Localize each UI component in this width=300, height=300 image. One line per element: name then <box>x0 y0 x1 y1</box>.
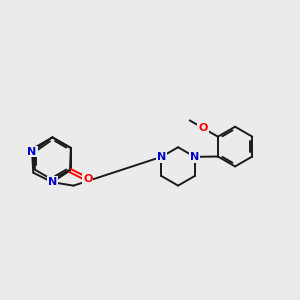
Text: N: N <box>27 146 37 157</box>
Text: N: N <box>190 152 199 162</box>
Text: N: N <box>48 177 57 187</box>
Text: N: N <box>157 152 166 162</box>
Text: O: O <box>83 174 92 184</box>
Text: O: O <box>198 123 208 133</box>
